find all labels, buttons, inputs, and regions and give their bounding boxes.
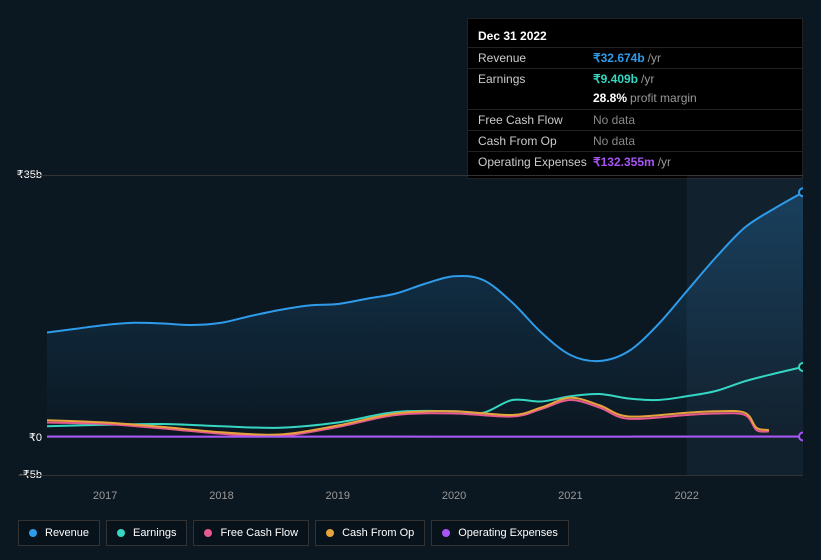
tooltip-row: Operating Expenses₹132.355m/yr: [468, 151, 802, 172]
x-axis-label: 2017: [93, 490, 117, 502]
legend-dot-icon: [29, 529, 37, 537]
tooltip-subrow: 28.8%profit margin: [468, 89, 802, 109]
series-end-marker: [799, 433, 803, 441]
legend-dot-icon: [326, 529, 334, 537]
legend-dot-icon: [442, 529, 450, 537]
legend-label: Operating Expenses: [458, 527, 558, 539]
legend-item-revenue[interactable]: Revenue: [18, 520, 100, 546]
x-axis-label: 2019: [326, 490, 350, 502]
tooltip-row: Revenue₹32.674b/yr: [468, 47, 802, 68]
series-end-marker: [799, 363, 803, 371]
tooltip-row-label: Revenue: [478, 51, 593, 65]
legend-label: Free Cash Flow: [220, 527, 298, 539]
axis-line-bottom: [18, 475, 803, 476]
legend-label: Earnings: [133, 527, 176, 539]
tooltip-row-label: Cash From Op: [478, 134, 593, 148]
financials-chart-panel: Dec 31 2022 Revenue₹32.674b/yrEarnings₹9…: [0, 0, 821, 560]
tooltip-row-value: ₹32.674b/yr: [593, 51, 792, 65]
legend-label: Cash From Op: [342, 527, 414, 539]
tooltip-row-value: No data: [593, 113, 792, 127]
x-axis-label: 2021: [558, 490, 582, 502]
chart-tooltip: Dec 31 2022 Revenue₹32.674b/yrEarnings₹9…: [467, 18, 803, 179]
x-axis-label: 2018: [209, 490, 233, 502]
legend-dot-icon: [204, 529, 212, 537]
legend-label: Revenue: [45, 527, 89, 539]
tooltip-row-value: ₹9.409b/yr: [593, 72, 792, 86]
tooltip-row-value: No data: [593, 134, 792, 148]
legend-item-earnings[interactable]: Earnings: [106, 520, 187, 546]
x-axis-label: 2020: [442, 490, 466, 502]
legend-item-cash-from-op[interactable]: Cash From Op: [315, 520, 425, 546]
tooltip-row: Earnings₹9.409b/yr: [468, 68, 802, 89]
chart-plot: [47, 175, 803, 475]
tooltip-row-label: Free Cash Flow: [478, 113, 593, 127]
y-axis-label: ₹0: [2, 431, 42, 444]
series-end-marker: [799, 188, 803, 196]
x-axis-label: 2022: [674, 490, 698, 502]
tooltip-row: Cash From OpNo data: [468, 130, 802, 151]
legend-item-free-cash-flow[interactable]: Free Cash Flow: [193, 520, 309, 546]
tooltip-row-label: Operating Expenses: [478, 155, 593, 169]
legend-dot-icon: [117, 529, 125, 537]
tooltip-row-label: Earnings: [478, 72, 593, 86]
tooltip-row-value: ₹132.355m/yr: [593, 155, 792, 169]
tooltip-date: Dec 31 2022: [468, 25, 802, 47]
tooltip-row: Free Cash FlowNo data: [468, 109, 802, 130]
chart-legend: Revenue Earnings Free Cash Flow Cash From O…: [18, 520, 569, 546]
legend-item-operating-expenses[interactable]: Operating Expenses: [431, 520, 569, 546]
tooltip-rows: Revenue₹32.674b/yrEarnings₹9.409b/yr28.8…: [468, 47, 802, 172]
